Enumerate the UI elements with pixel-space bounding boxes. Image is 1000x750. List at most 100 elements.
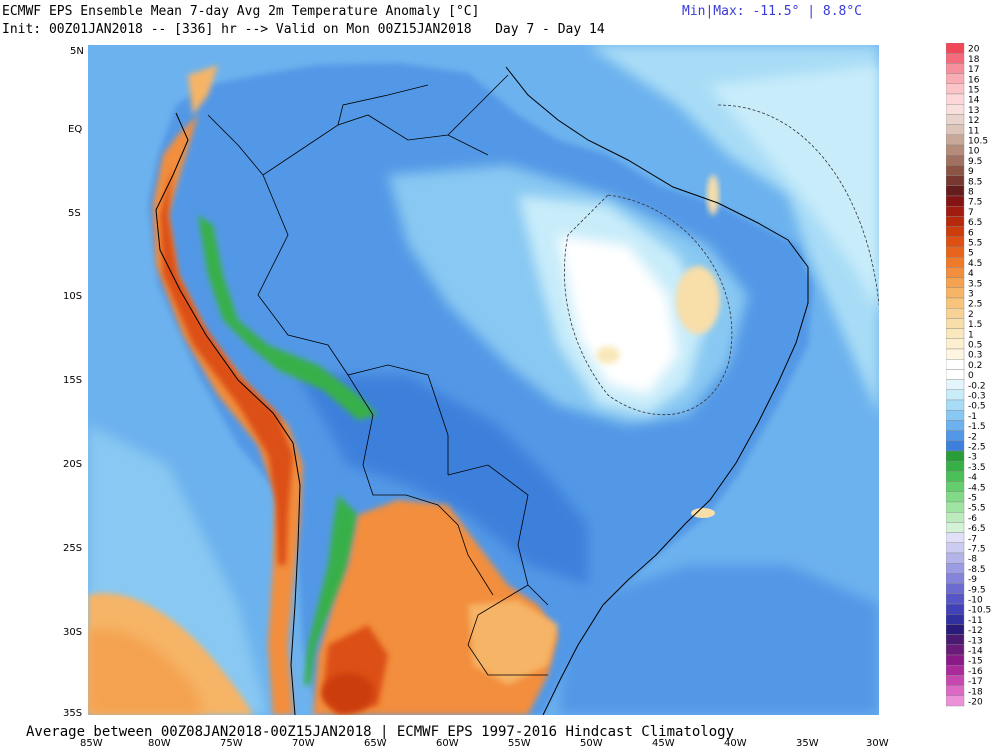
colorbar-swatch <box>946 461 965 472</box>
colorbar-swatch <box>946 93 965 105</box>
colorbar-label: -2 <box>968 432 977 442</box>
colorbar-label: -9 <box>968 575 977 585</box>
colorbar-swatch <box>946 695 965 707</box>
colorbar-label: -4 <box>968 473 977 483</box>
colorbar-swatch <box>946 267 965 278</box>
colorbar-label: -0.5 <box>968 402 986 412</box>
colorbar-label: -10 <box>968 596 983 606</box>
colorbar-swatch <box>946 124 965 135</box>
colorbar-swatch <box>946 216 965 227</box>
lat-label: 5N <box>70 46 84 57</box>
colorbar-swatch <box>946 73 965 85</box>
colorbar-label: -5.5 <box>968 504 986 514</box>
colorbar-swatch <box>946 654 965 666</box>
lat-label: 5S <box>68 208 81 219</box>
colorbar-swatch <box>946 144 965 156</box>
colorbar-label: 1 <box>968 330 974 340</box>
colorbar-swatch <box>946 369 965 380</box>
coast-warm-patch <box>707 175 719 215</box>
lat-label: EQ <box>68 124 83 135</box>
colorbar-label: -3 <box>968 453 977 463</box>
colorbar-label: 7 <box>968 208 974 218</box>
colorbar-swatch <box>946 195 965 207</box>
colorbar-swatch <box>946 226 965 238</box>
colorbar-label: 0.5 <box>968 341 982 351</box>
colorbar-label: 8 <box>968 188 974 198</box>
colorbar-label: 16 <box>968 75 980 85</box>
lon-label: 35W <box>796 738 819 749</box>
colorbar-label: 9 <box>968 167 974 177</box>
colorbar-label: 18 <box>968 55 980 65</box>
colorbar-swatch <box>946 287 965 299</box>
colorbar-swatch <box>946 256 965 268</box>
colorbar-label: 7.5 <box>968 198 982 208</box>
colorbar-swatch <box>946 338 965 350</box>
colorbar-label: 2.5 <box>968 300 982 310</box>
colorbar-label: 2 <box>968 310 974 320</box>
lon-label: 50W <box>580 738 603 749</box>
colorbar-swatch <box>946 318 965 329</box>
colorbar-swatch <box>946 379 965 391</box>
colorbar-label: -7.5 <box>968 545 986 555</box>
lon-label: 80W <box>148 738 171 749</box>
lon-label: 40W <box>724 738 747 749</box>
colorbar-label: 20 <box>968 45 980 55</box>
colorbar-label: -15 <box>968 657 983 667</box>
lat-label: 35S <box>63 708 83 719</box>
footer-caption: Average between 00Z08JAN2018-00Z15JAN201… <box>26 724 735 740</box>
colorbar-label: 11 <box>968 126 979 136</box>
uruguay-warm-anomaly <box>468 600 558 685</box>
colorbar-swatch <box>946 246 965 258</box>
colorbar-label: -0.2 <box>968 381 986 391</box>
country-borders <box>207 74 549 676</box>
lat-label: 25S <box>63 543 83 554</box>
colorbar-label: -0.3 <box>968 392 986 402</box>
colorbar-label: -17 <box>968 677 983 687</box>
colorbar-swatch <box>946 308 965 319</box>
colorbar-swatch <box>946 328 965 340</box>
anomaly-map <box>88 45 879 715</box>
lon-label: 30W <box>866 738 889 749</box>
colorbar-swatch <box>946 52 965 64</box>
colorbar-swatch <box>946 165 965 176</box>
colorbar-swatch <box>946 644 965 656</box>
colorbar-label: 1.5 <box>968 320 982 330</box>
colorbar-swatch <box>946 154 965 166</box>
rio-warm-patch <box>691 508 715 518</box>
colorbar-label: 10 <box>968 147 980 157</box>
colorbar-label: 3 <box>968 290 974 300</box>
andes-cold-anomaly <box>198 215 378 420</box>
colorbar-swatch <box>946 624 965 635</box>
south-atlantic-blue <box>558 565 879 715</box>
colorbar-label: -2.5 <box>968 443 986 453</box>
colorbar-label: 15 <box>968 86 979 96</box>
colorbar-label: -4.5 <box>968 483 986 493</box>
lon-label: 45W <box>652 738 675 749</box>
colorbar-swatch <box>946 175 965 187</box>
colorbar-label: 0 <box>968 371 974 381</box>
colorbar-label: -9.5 <box>968 585 986 595</box>
colorbar-label: -11 <box>968 616 983 626</box>
colorbar-swatch <box>946 542 965 554</box>
colorbar-label: -8 <box>968 555 977 565</box>
colorbar-label: -18 <box>968 687 983 697</box>
colorbar-label: -16 <box>968 667 983 677</box>
colorbar-swatch <box>946 399 965 411</box>
zero-contour <box>564 194 733 416</box>
colorbar-swatch <box>946 685 965 696</box>
colorbar-label: 14 <box>968 96 980 106</box>
colorbar-swatch <box>946 675 965 686</box>
lon-label: 55W <box>508 738 531 749</box>
lat-label: 15S <box>63 375 83 386</box>
colorbar-label: 12 <box>968 116 979 126</box>
colorbar-swatch <box>946 104 965 115</box>
bahia-warm-patch <box>596 346 620 364</box>
lat-label: 20S <box>63 459 83 470</box>
colorbar-swatch <box>946 501 965 513</box>
lat-label: 30S <box>63 627 83 638</box>
colorbar-swatch <box>946 63 965 74</box>
colorbar-swatch <box>946 236 965 248</box>
colorbar-swatch <box>946 410 965 421</box>
colorbar-swatch <box>946 114 965 125</box>
coastline <box>155 66 809 715</box>
